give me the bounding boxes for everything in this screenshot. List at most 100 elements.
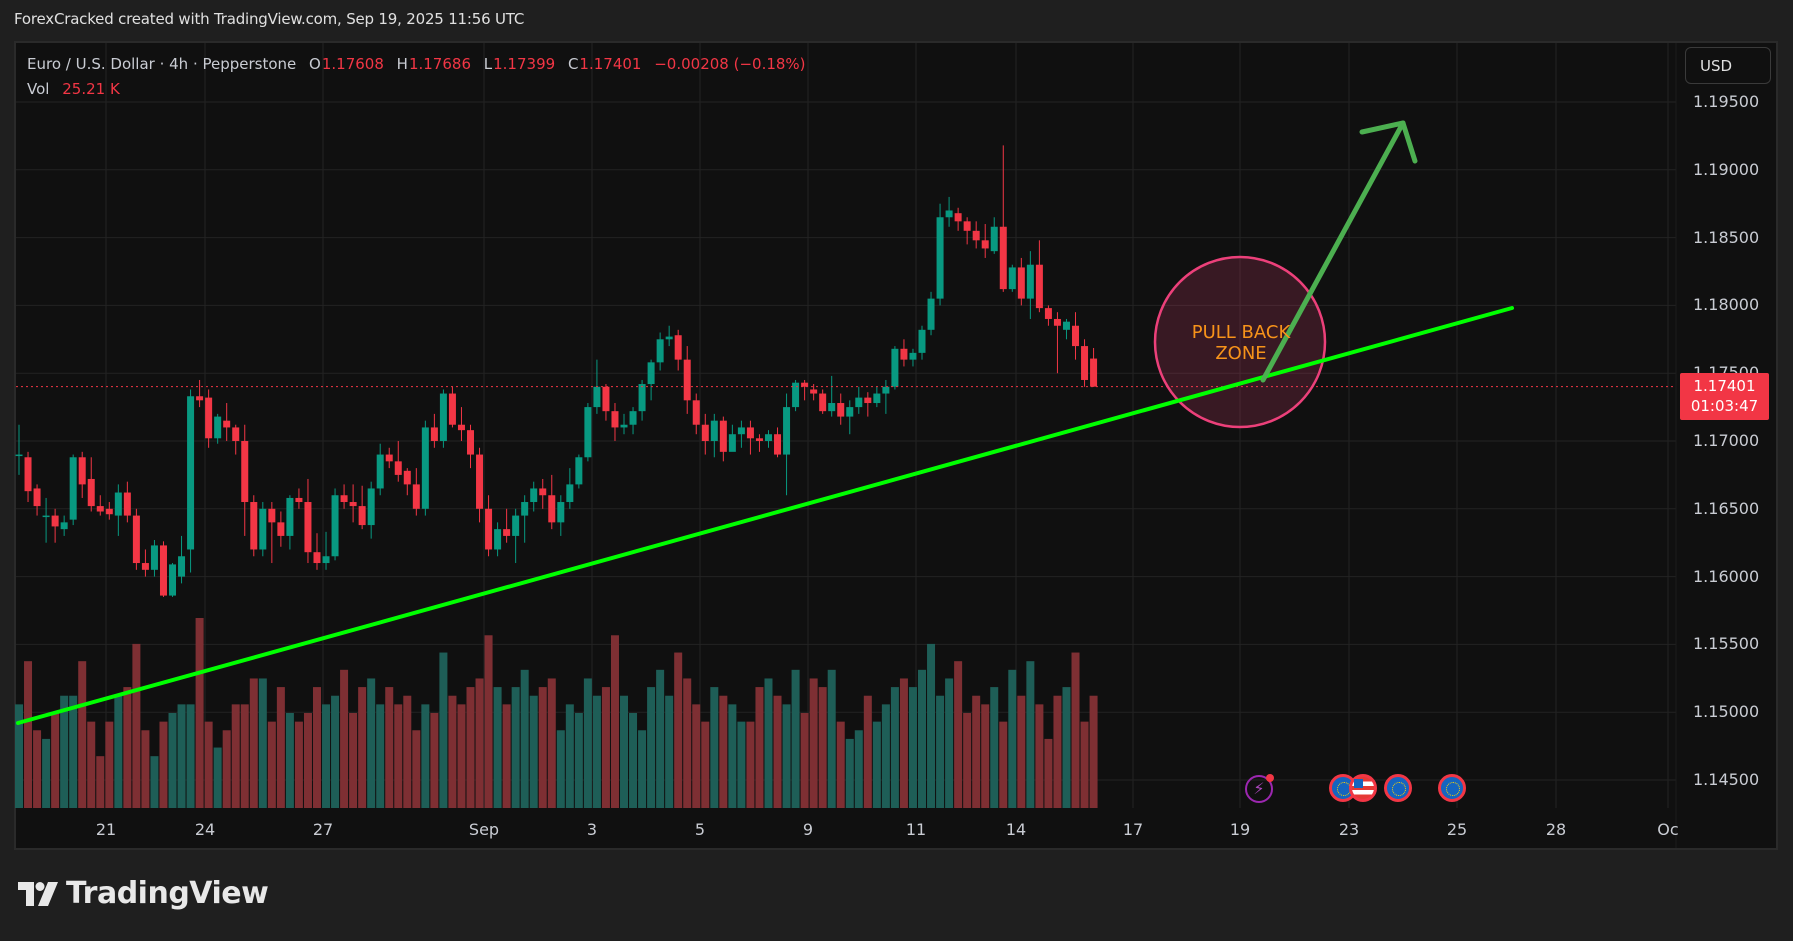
time-tick-label: 11 [905, 820, 927, 839]
candle-body [963, 221, 971, 231]
volume-bar [421, 704, 430, 808]
candle-body [503, 529, 511, 536]
candle-body [602, 386, 610, 412]
us-flag-event-icon[interactable] [1349, 774, 1377, 802]
volume-bar [556, 730, 565, 808]
candle-body [367, 488, 375, 526]
candle-body [792, 382, 800, 408]
candle-body [42, 515, 50, 518]
volume-bar [403, 695, 412, 808]
volume-bar [159, 721, 168, 808]
volume-bar [177, 704, 186, 808]
volume-label[interactable]: Vol [27, 80, 50, 98]
volume-bar [1089, 695, 1098, 808]
volume-bar [574, 713, 583, 808]
volume-bar [520, 669, 529, 808]
candle-body [250, 502, 258, 550]
candle-body [178, 556, 186, 577]
candle-body [277, 522, 285, 536]
volume-bar [620, 695, 629, 808]
volume-bar [665, 695, 674, 808]
candle-body [972, 230, 980, 241]
volume-value: 25.21 K [62, 80, 120, 98]
candle-body [584, 407, 592, 458]
eu-flag-event-icon[interactable] [1384, 774, 1412, 802]
volume-bar [610, 635, 619, 808]
volume-bar [349, 713, 358, 808]
volume-bar [24, 661, 33, 808]
candle-body [891, 348, 899, 387]
price-tick-label: 1.18500 [1693, 227, 1760, 247]
candle-body [467, 430, 474, 455]
eu-flag-event-icon[interactable] [1438, 774, 1466, 802]
candle-body [521, 502, 529, 516]
volume-bar [954, 661, 963, 808]
volume-bar [340, 669, 349, 808]
high-value: 1.17686 [408, 55, 471, 73]
candle-body [647, 362, 655, 385]
candle-body [873, 393, 881, 404]
candle-body [304, 502, 312, 553]
volume-bar [908, 687, 917, 808]
candle-body [629, 411, 637, 425]
symbol-title[interactable]: Euro / U.S. Dollar · 4h · Pepperstone [27, 55, 297, 73]
candle-body [674, 335, 682, 360]
volume-bar [963, 713, 972, 808]
volume-bar [981, 704, 990, 808]
candle-body [909, 352, 917, 360]
volume-bar [502, 704, 511, 808]
earnings-flash-icon[interactable]: ⚡ [1245, 774, 1274, 803]
volume-bar [87, 721, 96, 808]
open-label: O [309, 55, 321, 73]
candle-body [927, 298, 935, 330]
volume-bar [331, 695, 340, 808]
volume-bar [692, 704, 701, 808]
volume-bar [999, 721, 1008, 808]
candle-body [828, 403, 836, 412]
candle-body [141, 563, 149, 570]
volume-bar [439, 652, 448, 808]
volume-bar [918, 669, 926, 808]
volume-bar [276, 687, 285, 808]
candle-body [259, 508, 267, 550]
volume-bar [592, 695, 601, 808]
candle-body [837, 403, 845, 417]
volume-bar [213, 747, 222, 808]
candle-body [710, 420, 718, 441]
candle-body [783, 407, 791, 455]
volume-bar [1071, 652, 1080, 808]
low-label: L [483, 55, 493, 73]
currency-button[interactable]: USD [1685, 47, 1771, 84]
candle-body [701, 424, 709, 441]
candle-body [566, 484, 574, 503]
volume-bar [322, 704, 331, 808]
volume-bar [195, 618, 204, 808]
volume-bar [683, 678, 692, 808]
volume-bar [583, 678, 592, 808]
volume-bar [1062, 687, 1071, 808]
tradingview-logo[interactable]: TradingView [18, 876, 269, 911]
volume-bar [656, 669, 665, 808]
pullback-zone-circle [1153, 255, 1327, 429]
volume-bar [927, 643, 936, 808]
candle-body [439, 393, 447, 441]
close-label: C [567, 55, 579, 73]
candle-body [728, 434, 736, 452]
candle-body [421, 427, 429, 509]
volume-bar [267, 721, 276, 808]
volume-bar [448, 695, 457, 808]
time-tick-label: 3 [586, 820, 598, 839]
volume-bar [710, 687, 719, 808]
volume-bar [565, 704, 574, 808]
volume-bar [258, 678, 267, 808]
last-price-value: 1.17401 [1693, 377, 1756, 395]
candle-body [737, 427, 745, 435]
time-tick-label: 23 [1338, 820, 1360, 839]
candle-body [87, 478, 95, 507]
time-tick-label: 14 [1005, 820, 1027, 839]
candle-body [15, 454, 23, 457]
volume-bar [936, 695, 945, 808]
volume-bar [367, 678, 376, 808]
volume-bar [990, 687, 999, 808]
